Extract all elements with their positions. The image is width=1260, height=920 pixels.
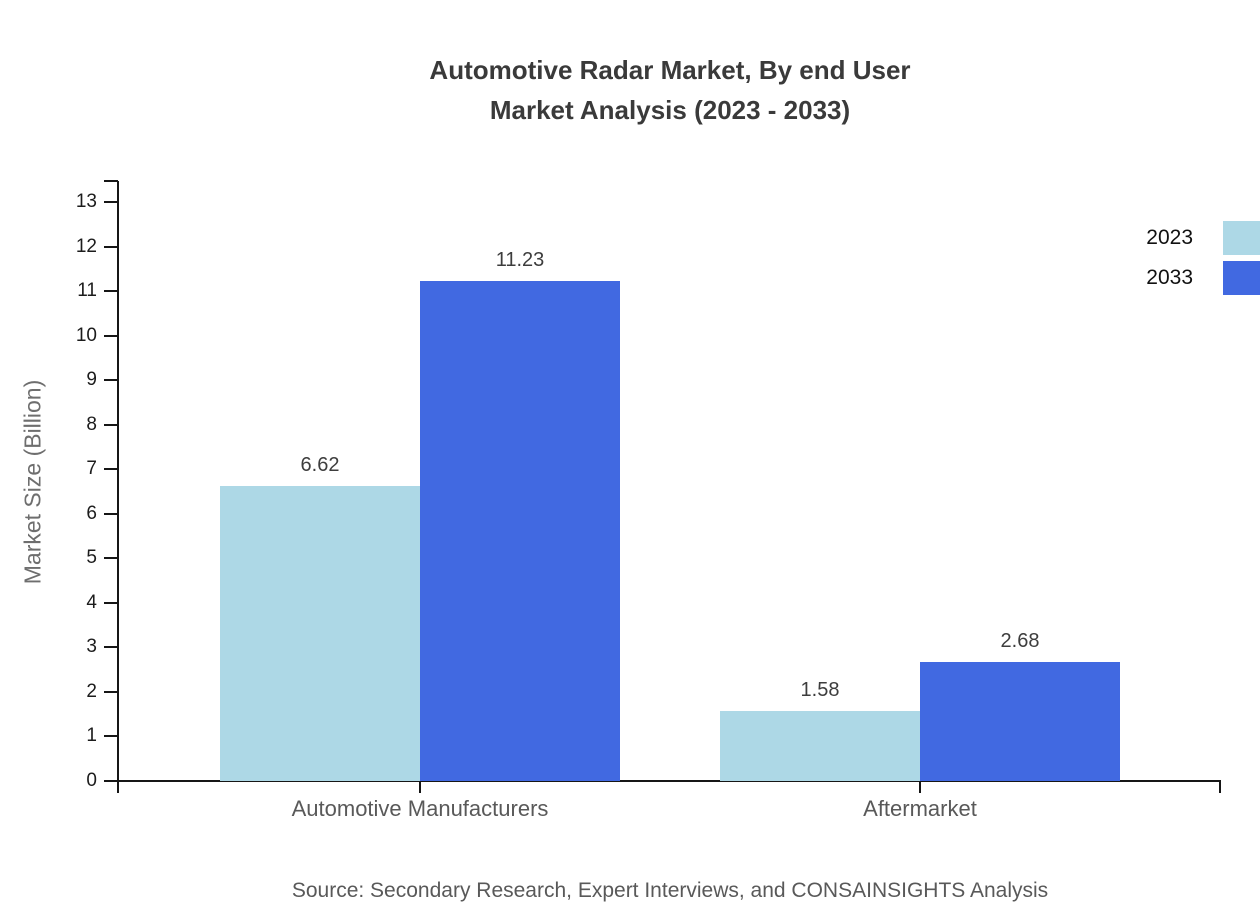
- y-tick-mark: [104, 290, 118, 293]
- y-tick-mark: [104, 379, 118, 382]
- value-label-2023-automotive-manufacturers: 6.62: [300, 454, 340, 477]
- y-tick-mark: [104, 780, 118, 782]
- y-tick-label: 9: [86, 369, 97, 391]
- y-tick-label: 1: [86, 725, 97, 747]
- value-label-2033-automotive-manufacturers: 11.23: [495, 248, 545, 271]
- legend-swatch: [1223, 221, 1260, 255]
- y-tick-mark: [104, 601, 118, 604]
- bar-2033-automotive-manufacturers: [420, 280, 620, 781]
- legend: 2023 2033: [1146, 221, 1260, 295]
- y-axis-line: [117, 181, 119, 793]
- bar-2023-aftermarket: [720, 710, 920, 781]
- bar-2023-automotive-manufacturers: [220, 486, 420, 781]
- y-tick-label: 10: [75, 324, 97, 346]
- legend-label: 2023: [1146, 226, 1193, 249]
- y-tick-mark: [104, 423, 118, 426]
- y-tick-label: 3: [86, 636, 97, 658]
- x-axis-line: [117, 780, 1221, 782]
- y-axis-title: Market Size (Billion): [19, 379, 46, 585]
- legend-item-2023: 2023: [1146, 221, 1260, 255]
- x-category-tick: [419, 781, 421, 793]
- y-tick-label: 4: [86, 591, 97, 613]
- y-tick-label: 13: [75, 191, 97, 212]
- y-tick-label: 2: [86, 680, 97, 702]
- y-tick-mark: [104, 334, 118, 337]
- legend-label: 2033: [1146, 266, 1193, 289]
- x-axis-end-cap-tick: [1219, 781, 1221, 793]
- chart-title: Automotive Radar Market, By end User Mar…: [120, 50, 1220, 130]
- y-tick-label: 0: [86, 770, 97, 791]
- x-category-tick: [919, 781, 921, 793]
- y-tick-mark: [104, 245, 118, 248]
- y-tick-label: 5: [86, 547, 97, 569]
- y-axis-end-cap-tick: [104, 180, 118, 182]
- y-tick-mark: [104, 512, 118, 515]
- source-note: Source: Secondary Research, Expert Inter…: [291, 879, 1049, 902]
- y-tick-label: 12: [75, 235, 97, 257]
- y-tick-mark: [104, 468, 118, 471]
- y-tick-mark: [104, 201, 118, 203]
- y-tick-label: 11: [77, 280, 97, 302]
- legend-swatch: [1223, 261, 1260, 295]
- y-tick-mark: [104, 646, 118, 649]
- x-category-label: Aftermarket: [863, 796, 977, 821]
- bar-2033-aftermarket: [920, 661, 1120, 781]
- y-tick-label: 6: [86, 502, 97, 524]
- x-category-label: Automotive Manufacturers: [291, 796, 549, 821]
- y-tick-mark: [104, 690, 118, 693]
- value-label-2023-aftermarket: 1.58: [800, 678, 840, 701]
- legend-item-2033: 2033: [1146, 261, 1260, 295]
- y-tick-mark: [104, 735, 118, 738]
- y-tick-label: 8: [86, 413, 97, 435]
- value-label-2033-aftermarket: 2.68: [1000, 629, 1040, 652]
- chart-title-line2: Market Analysis (2023 - 2033): [489, 95, 851, 125]
- chart-title-line1: Automotive Radar Market, By end User: [429, 55, 911, 85]
- y-tick-label: 7: [86, 458, 97, 480]
- y-tick-mark: [104, 557, 118, 560]
